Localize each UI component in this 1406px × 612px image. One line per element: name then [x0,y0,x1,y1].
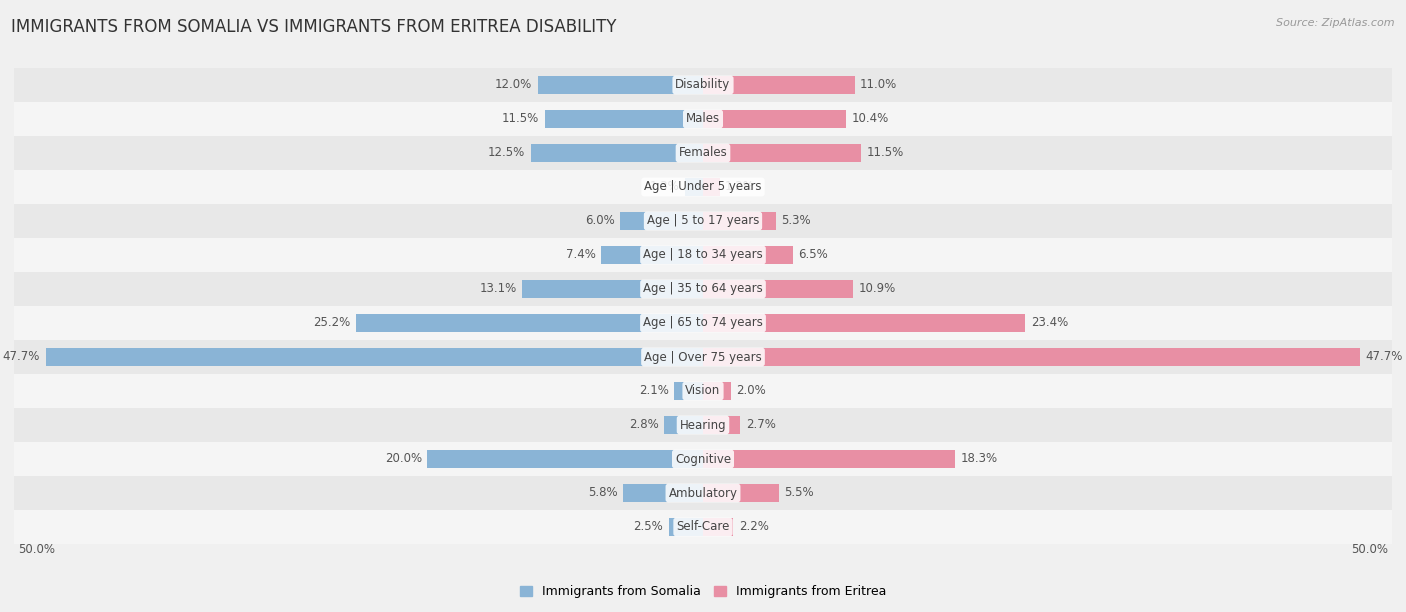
Bar [14,102,1392,136]
Bar [14,272,1392,306]
Text: Age | Over 75 years: Age | Over 75 years [644,351,762,364]
Bar [703,518,734,536]
Text: 2.1%: 2.1% [638,384,669,398]
Text: 47.7%: 47.7% [3,351,41,364]
Bar [703,280,853,298]
Bar [14,204,1392,238]
Bar [14,170,1392,204]
Text: Age | 35 to 64 years: Age | 35 to 64 years [643,283,763,296]
Bar [703,450,955,468]
Bar [703,246,793,264]
Text: 2.5%: 2.5% [633,520,664,534]
Text: 11.0%: 11.0% [860,78,897,92]
Bar [14,136,1392,170]
Text: 47.7%: 47.7% [1365,351,1403,364]
Bar [673,382,703,400]
Text: Disability: Disability [675,78,731,92]
Bar [14,340,1392,374]
Text: 1.2%: 1.2% [725,181,755,193]
Text: Ambulatory: Ambulatory [668,487,738,499]
Text: 5.8%: 5.8% [588,487,617,499]
Text: Age | 18 to 34 years: Age | 18 to 34 years [643,248,763,261]
Bar [703,382,731,400]
Bar [427,450,703,468]
Bar [14,408,1392,442]
Text: Self-Care: Self-Care [676,520,730,534]
Text: 23.4%: 23.4% [1031,316,1069,329]
Text: 1.3%: 1.3% [650,181,679,193]
Text: Hearing: Hearing [679,419,727,431]
Text: 11.5%: 11.5% [502,113,538,125]
Text: 11.5%: 11.5% [868,146,904,160]
Bar [537,76,703,94]
Text: Cognitive: Cognitive [675,452,731,466]
Text: 12.5%: 12.5% [488,146,526,160]
Bar [665,416,703,434]
Bar [14,476,1392,510]
Bar [14,68,1392,102]
Bar [14,374,1392,408]
Text: Age | 65 to 74 years: Age | 65 to 74 years [643,316,763,329]
Text: Source: ZipAtlas.com: Source: ZipAtlas.com [1277,18,1395,28]
Text: 5.3%: 5.3% [782,214,811,228]
Text: 2.7%: 2.7% [745,419,776,431]
Bar [620,212,703,230]
Text: 6.0%: 6.0% [585,214,614,228]
Text: 12.0%: 12.0% [495,78,531,92]
Text: 50.0%: 50.0% [18,543,55,556]
Text: 18.3%: 18.3% [960,452,998,466]
Text: IMMIGRANTS FROM SOMALIA VS IMMIGRANTS FROM ERITREA DISABILITY: IMMIGRANTS FROM SOMALIA VS IMMIGRANTS FR… [11,18,617,36]
Bar [703,110,846,128]
Text: 2.0%: 2.0% [737,384,766,398]
Bar [703,212,776,230]
Bar [703,144,862,162]
Text: Age | Under 5 years: Age | Under 5 years [644,181,762,193]
Text: 10.9%: 10.9% [859,283,896,296]
Text: 50.0%: 50.0% [1351,543,1388,556]
Bar [703,314,1025,332]
Text: 5.5%: 5.5% [785,487,814,499]
Bar [703,484,779,502]
Bar [14,306,1392,340]
Bar [703,348,1360,366]
Bar [523,280,703,298]
Bar [14,238,1392,272]
Text: 2.8%: 2.8% [628,419,659,431]
Bar [669,518,703,536]
Text: 10.4%: 10.4% [852,113,889,125]
Bar [703,416,740,434]
Bar [356,314,703,332]
Legend: Immigrants from Somalia, Immigrants from Eritrea: Immigrants from Somalia, Immigrants from… [515,580,891,603]
Text: 7.4%: 7.4% [565,248,596,261]
Bar [531,144,703,162]
Text: Males: Males [686,113,720,125]
Bar [14,510,1392,544]
Text: 6.5%: 6.5% [799,248,828,261]
Bar [703,178,720,196]
Bar [46,348,703,366]
Bar [600,246,703,264]
Text: 2.2%: 2.2% [738,520,769,534]
Bar [685,178,703,196]
Text: Vision: Vision [685,384,721,398]
Bar [14,442,1392,476]
Bar [703,76,855,94]
Text: Females: Females [679,146,727,160]
Text: 13.1%: 13.1% [479,283,517,296]
Text: 25.2%: 25.2% [314,316,350,329]
Bar [623,484,703,502]
Text: 20.0%: 20.0% [385,452,422,466]
Text: Age | 5 to 17 years: Age | 5 to 17 years [647,214,759,228]
Bar [544,110,703,128]
